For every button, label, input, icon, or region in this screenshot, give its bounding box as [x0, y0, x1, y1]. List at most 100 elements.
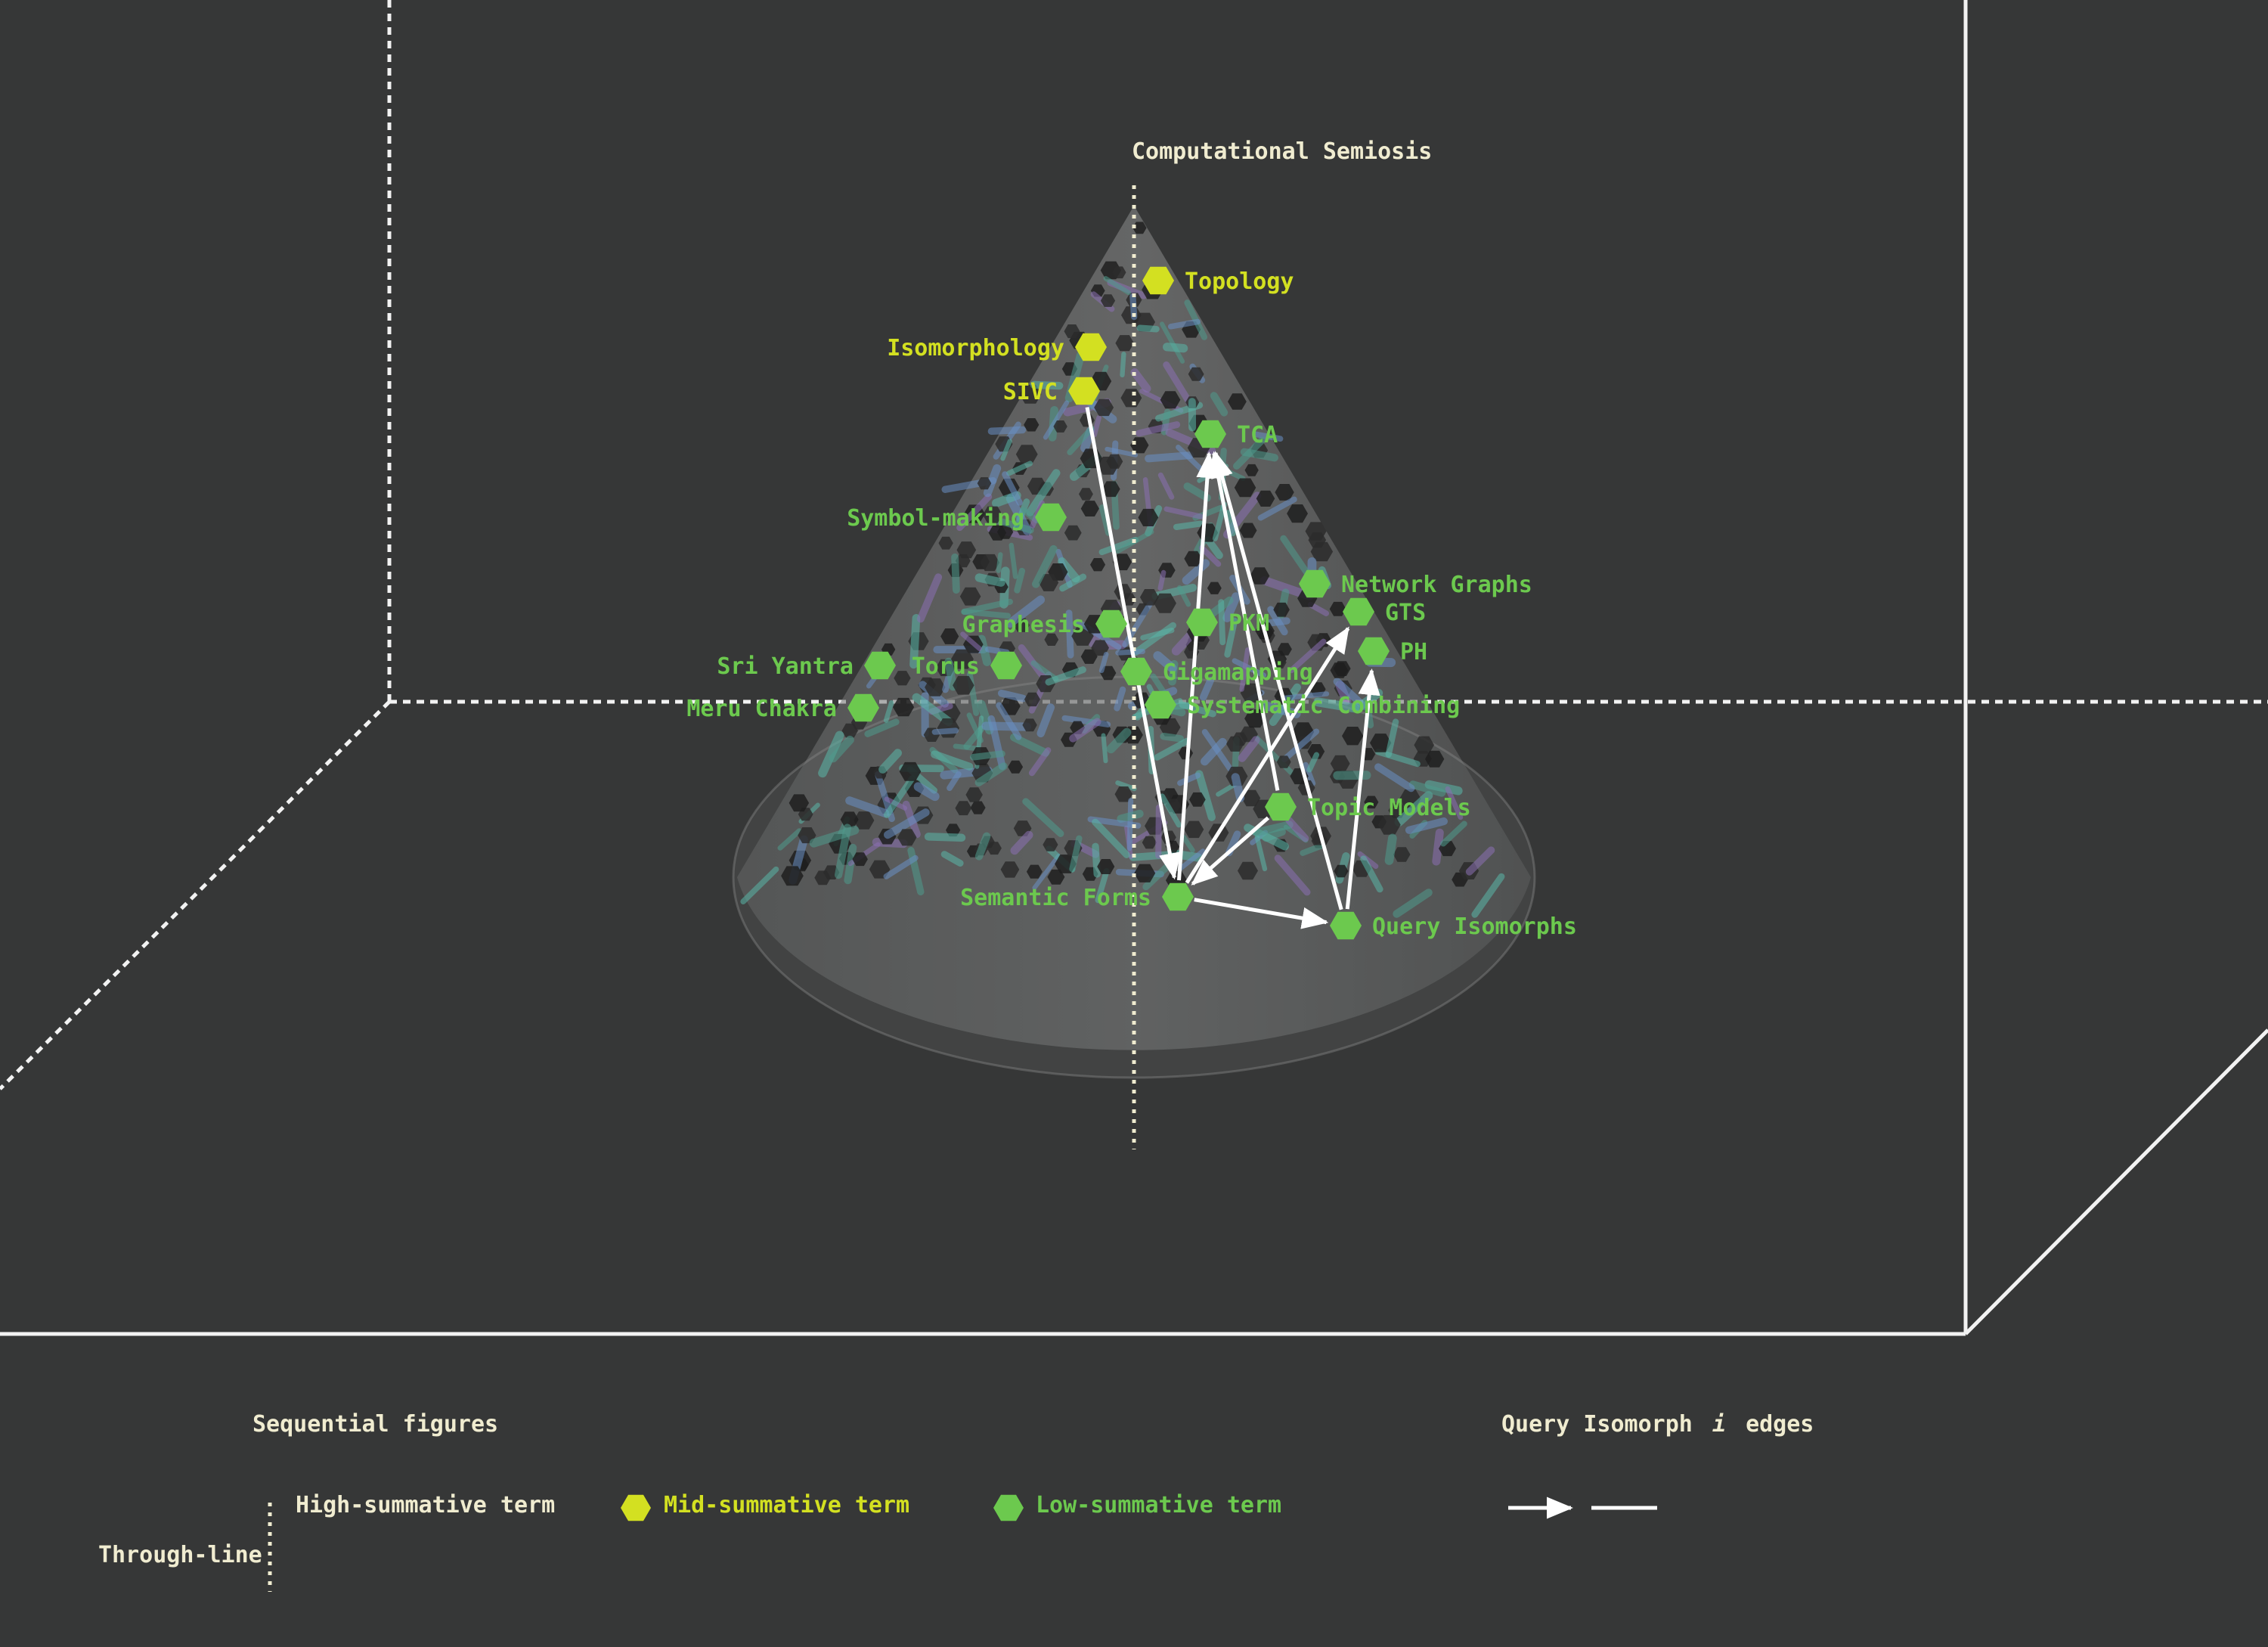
- legend-edges-title-pre: Query Isomorph: [1501, 1411, 1693, 1438]
- texture-link: [1069, 718, 1101, 743]
- node-label: PH: [1400, 639, 1427, 665]
- texture-link: [1010, 830, 1033, 855]
- texture-link: [1210, 392, 1228, 417]
- texture-link: [1384, 833, 1397, 865]
- texture-link: [1065, 609, 1074, 659]
- texture-dark-hexagon: [854, 811, 875, 830]
- texture-link: [1300, 842, 1326, 856]
- texture-dark-hexagon: [1132, 222, 1147, 234]
- texture-dark-hexagon: [1008, 760, 1024, 774]
- node-gigamapping: Gigamapping: [1120, 657, 1313, 686]
- texture-link: [1013, 498, 1030, 531]
- texture-link: [1204, 536, 1223, 560]
- texture-link: [1212, 501, 1227, 541]
- node-label: Meru Chakra: [686, 696, 837, 722]
- texture-link: [1157, 472, 1175, 500]
- texture-link: [1032, 854, 1061, 890]
- texture-link: [1092, 818, 1130, 858]
- texture-link: [1267, 606, 1288, 636]
- texture-link: [1405, 817, 1448, 834]
- texture-link: [1160, 321, 1185, 364]
- texture-dark-hexagon: [1275, 484, 1294, 501]
- node-torus: Torus: [912, 651, 1022, 680]
- texture-dark-hexagon: [1189, 792, 1206, 807]
- texture-link: [1159, 793, 1182, 828]
- texture-dark-hexagon: [1120, 389, 1142, 408]
- legend-mid-hexagon-icon: [621, 1494, 651, 1521]
- texture-link: [1257, 496, 1297, 521]
- node-hexagon-icon: [1299, 569, 1331, 598]
- texture-dark-hexagon: [1139, 589, 1159, 606]
- texture-link: [1114, 686, 1126, 712]
- node-label: TCA: [1237, 422, 1278, 448]
- texture-dark-hexagon: [840, 811, 859, 828]
- texture-link: [1154, 737, 1190, 761]
- texture-dark-hexagon: [1414, 736, 1434, 754]
- texture-link: [1239, 647, 1250, 692]
- texture-dark-hexagon: [1106, 454, 1123, 469]
- texture-dark-hexagon: [1079, 488, 1093, 501]
- texture-dark-hexagon: [925, 678, 946, 696]
- texture-dark-hexagon: [1080, 649, 1098, 664]
- texture-link: [1385, 718, 1399, 758]
- texture-link: [1160, 733, 1185, 743]
- node-label: Query Isomorphs: [1372, 913, 1577, 940]
- texture-link: [1167, 318, 1201, 330]
- node-pkm: PKM: [1186, 608, 1269, 637]
- texture-link: [1440, 820, 1467, 847]
- texture-link: [740, 866, 779, 904]
- texture-dark-hexagon: [959, 587, 981, 606]
- texture-dark-hexagon: [1330, 755, 1350, 772]
- legend-mid-label: Mid-summative term: [664, 1492, 910, 1518]
- texture-dark-hexagon: [869, 860, 891, 879]
- frame-left-diagonal: [0, 700, 391, 1090]
- texture-link: [1198, 544, 1222, 567]
- texture-link: [1194, 770, 1216, 821]
- texture-link: [1087, 816, 1142, 829]
- texture-link: [809, 825, 860, 848]
- node-hexagon-icon: [1330, 911, 1362, 940]
- texture-dark-hexagon: [1425, 750, 1445, 768]
- node-label: Torus: [912, 653, 980, 680]
- texture-link: [1145, 451, 1194, 463]
- texture-link: [1115, 649, 1145, 656]
- texture-link: [930, 750, 974, 771]
- texture-link: [845, 796, 890, 817]
- texture-dark-hexagon: [1305, 522, 1327, 541]
- texture-link: [1092, 842, 1101, 878]
- texture-dark-hexagon: [1184, 820, 1204, 839]
- texture-dark-hexagon: [1043, 838, 1058, 851]
- texture-link: [777, 828, 802, 851]
- texture-dark-hexagon: [1022, 718, 1037, 732]
- node-label: Topic Models: [1307, 795, 1471, 821]
- texture-link: [1240, 448, 1279, 462]
- node-label: SIVC: [1003, 379, 1058, 405]
- texture-link: [981, 721, 1031, 731]
- texture-dark-hexagon: [1244, 464, 1259, 476]
- texture-link: [1424, 780, 1463, 796]
- edge-topic-models-to-semantic-forms: [1191, 816, 1270, 886]
- edge-query-isomorphs-to-ph: [1345, 668, 1380, 910]
- texture-dark-hexagon: [1239, 523, 1257, 538]
- texture-link: [1253, 820, 1294, 836]
- node-hexagon-icon: [1265, 792, 1297, 821]
- texture-link: [1022, 798, 1064, 837]
- texture-dark-hexagon: [1241, 789, 1261, 807]
- edge-semantic-forms-to-gts: [1185, 626, 1350, 884]
- node-topic-models: Topic Models: [1265, 792, 1471, 821]
- texture-link: [969, 750, 1005, 761]
- texture-link: [1000, 439, 1012, 461]
- texture-link: [1173, 520, 1204, 531]
- legend-low-label: Low-summative term: [1036, 1492, 1282, 1518]
- node-sri-yantra: Sri Yantra: [717, 651, 896, 680]
- texture-dark-hexagon: [1000, 861, 1020, 878]
- texture-link: [940, 851, 964, 867]
- texture-link: [1098, 504, 1112, 536]
- texture-link: [1465, 846, 1495, 876]
- texture-link: [996, 552, 1003, 573]
- texture-dark-hexagon: [781, 866, 804, 886]
- texture-dark-hexagon: [1064, 525, 1082, 541]
- texture-dark-hexagon: [980, 554, 1000, 572]
- node-label: Network Graphs: [1341, 572, 1532, 598]
